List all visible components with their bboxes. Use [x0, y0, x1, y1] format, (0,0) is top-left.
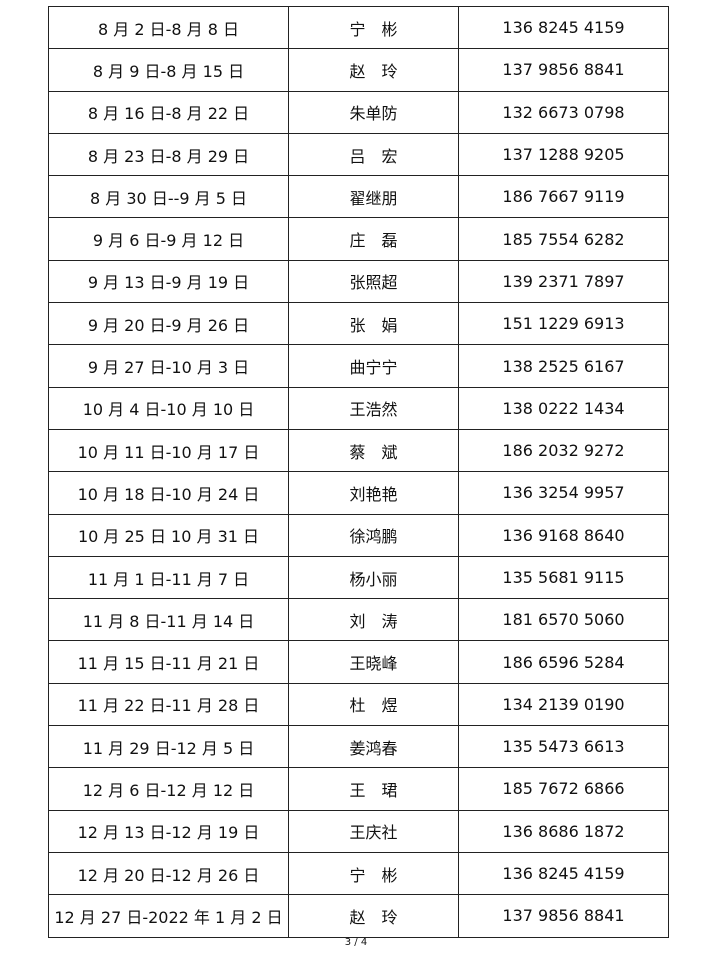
person-name-cell: 刘艳艳	[288, 471, 459, 515]
phone-number-cell: 136 9168 8640	[458, 513, 669, 557]
person-name-cell: 杨小丽	[288, 555, 459, 600]
table-row: 9 月 27 日-10 月 3 日曲宁宁 138 2525 6167	[48, 344, 669, 388]
date-range-cell: 12 月 20 日-12 月 26 日	[48, 851, 289, 896]
date-range-cell: 12 月 27 日-2022 年 1 月 2 日	[48, 894, 289, 938]
date-range-cell: 9 月 27 日-10 月 3 日	[48, 344, 289, 388]
date-range-cell: 8 月 23 日-8 月 29 日	[48, 132, 289, 177]
person-name-cell: 赵 玲	[288, 48, 459, 92]
phone-number-cell: 185 7672 6866	[458, 767, 669, 811]
phone-number-cell: 132 6673 0798	[458, 90, 669, 134]
person-name-cell: 王庆社	[288, 809, 459, 853]
table-row: 9 月 20 日-9 月 26 日张 娟 151 1229 6913	[48, 302, 669, 346]
table-row: 10 月 25 日 10 月 31 日徐鸿鹏 136 9168 8640	[48, 513, 669, 557]
phone-number-cell: 136 8245 4159	[458, 851, 669, 896]
duty-schedule-table: 8 月 2 日-8 月 8 日宁 彬 136 8245 4159 8 月 9 日-8…	[48, 5, 669, 938]
date-range-cell: 10 月 11 日-10 月 17 日	[48, 428, 289, 473]
phone-number-cell: 137 9856 8841	[458, 894, 669, 938]
date-range-cell: 8 月 16 日-8 月 22 日	[48, 90, 289, 134]
table-row: 10 月 4 日-10 月 10 日王浩然 138 0222 1434	[48, 386, 669, 430]
person-name-cell: 宁 彬	[288, 851, 459, 896]
phone-number-cell: 136 8245 4159	[458, 5, 669, 50]
person-name-cell: 王 珺	[288, 767, 459, 811]
person-name-cell: 庄 磊	[288, 217, 459, 261]
person-name-cell: 张 娟	[288, 302, 459, 346]
table-row: 11 月 15 日-11 月 21 日王晓峰 186 6596 5284	[48, 640, 669, 684]
person-name-cell: 刘 涛	[288, 598, 459, 642]
date-range-cell: 12 月 6 日-12 月 12 日	[48, 767, 289, 811]
person-name-cell: 徐鸿鹏	[288, 513, 459, 557]
table-row: 11 月 1 日-11 月 7 日杨小丽 135 5681 9115	[48, 555, 669, 600]
phone-number-cell: 138 2525 6167	[458, 344, 669, 388]
date-range-cell: 11 月 22 日-11 月 28 日	[48, 682, 289, 727]
table-row: 9 月 6 日-9 月 12 日庄 磊 185 7554 6282	[48, 217, 669, 261]
date-range-cell: 9 月 20 日-9 月 26 日	[48, 302, 289, 346]
date-range-cell: 11 月 8 日-11 月 14 日	[48, 598, 289, 642]
phone-number-cell: 135 5681 9115	[458, 555, 669, 600]
person-name-cell: 蔡 斌	[288, 428, 459, 473]
phone-number-cell: 185 7554 6282	[458, 217, 669, 261]
table-row: 12 月 13 日-12 月 19 日王庆社 136 8686 1872	[48, 809, 669, 853]
person-name-cell: 朱单防	[288, 90, 459, 134]
person-name-cell: 杜 煜	[288, 682, 459, 727]
person-name-cell: 赵 玲	[288, 894, 459, 938]
phone-number-cell: 136 8686 1872	[458, 809, 669, 853]
phone-number-cell: 135 5473 6613	[458, 725, 669, 769]
phone-number-cell: 137 1288 9205	[458, 132, 669, 177]
date-range-cell: 12 月 13 日-12 月 19 日	[48, 809, 289, 853]
table-row: 12 月 6 日-12 月 12 日王 珺 185 7672 6866	[48, 767, 669, 811]
phone-number-cell: 186 2032 9272	[458, 428, 669, 473]
date-range-cell: 9 月 13 日-9 月 19 日	[48, 259, 289, 304]
person-name-cell: 王浩然	[288, 386, 459, 430]
date-range-cell: 10 月 18 日-10 月 24 日	[48, 471, 289, 515]
table-row: 8 月 30 日--9 月 5 日翟继朋 186 7667 9119	[48, 175, 669, 219]
phone-number-cell: 181 6570 5060	[458, 598, 669, 642]
table-row: 10 月 11 日-10 月 17 日蔡 斌 186 2032 9272	[48, 428, 669, 473]
date-range-cell: 8 月 30 日--9 月 5 日	[48, 175, 289, 219]
phone-number-cell: 186 6596 5284	[458, 640, 669, 684]
table-row: 8 月 16 日-8 月 22 日朱单防 132 6673 0798	[48, 90, 669, 134]
phone-number-cell: 186 7667 9119	[458, 175, 669, 219]
person-name-cell: 王晓峰	[288, 640, 459, 684]
phone-number-cell: 136 3254 9957	[458, 471, 669, 515]
page-number: 3 / 4	[344, 937, 368, 948]
table-row: 8 月 23 日-8 月 29 日吕 宏 137 1288 9205	[48, 132, 669, 177]
person-name-cell: 吕 宏	[288, 132, 459, 177]
date-range-cell: 9 月 6 日-9 月 12 日	[48, 217, 289, 261]
person-name-cell: 曲宁宁	[288, 344, 459, 388]
table-row: 8 月 9 日-8 月 15 日赵 玲 137 9856 8841	[48, 48, 669, 92]
date-range-cell: 8 月 2 日-8 月 8 日	[48, 5, 289, 50]
person-name-cell: 翟继朋	[288, 175, 459, 219]
phone-number-cell: 138 0222 1434	[458, 386, 669, 430]
table-row: 11 月 29 日-12 月 5 日姜鸿春 135 5473 6613	[48, 725, 669, 769]
phone-number-cell: 139 2371 7897	[458, 259, 669, 304]
person-name-cell: 姜鸿春	[288, 725, 459, 769]
table-row: 9 月 13 日-9 月 19 日张照超 139 2371 7897	[48, 259, 669, 304]
date-range-cell: 11 月 29 日-12 月 5 日	[48, 725, 289, 769]
date-range-cell: 11 月 1 日-11 月 7 日	[48, 555, 289, 600]
table-body: 8 月 2 日-8 月 8 日宁 彬 136 8245 4159 8 月 9 日-8…	[48, 5, 669, 938]
date-range-cell: 8 月 9 日-8 月 15 日	[48, 48, 289, 92]
table-row: 12 月 20 日-12 月 26 日宁 彬 136 8245 4159	[48, 851, 669, 896]
table-row: 11 月 22 日-11 月 28 日杜 煜 134 2139 0190	[48, 682, 669, 727]
person-name-cell: 张照超	[288, 259, 459, 304]
table-row: 12 月 27 日-2022 年 1 月 2 日赵 玲 137 9856 8841	[48, 894, 669, 938]
date-range-cell: 10 月 4 日-10 月 10 日	[48, 386, 289, 430]
table-row: 8 月 2 日-8 月 8 日宁 彬 136 8245 4159	[48, 5, 669, 50]
table-row: 11 月 8 日-11 月 14 日刘 涛 181 6570 5060	[48, 598, 669, 642]
person-name-cell: 宁 彬	[288, 5, 459, 50]
phone-number-cell: 134 2139 0190	[458, 682, 669, 727]
date-range-cell: 10 月 25 日 10 月 31 日	[48, 513, 289, 557]
phone-number-cell: 151 1229 6913	[458, 302, 669, 346]
table-row: 10 月 18 日-10 月 24 日刘艳艳 136 3254 9957	[48, 471, 669, 515]
phone-number-cell: 137 9856 8841	[458, 48, 669, 92]
date-range-cell: 11 月 15 日-11 月 21 日	[48, 640, 289, 684]
